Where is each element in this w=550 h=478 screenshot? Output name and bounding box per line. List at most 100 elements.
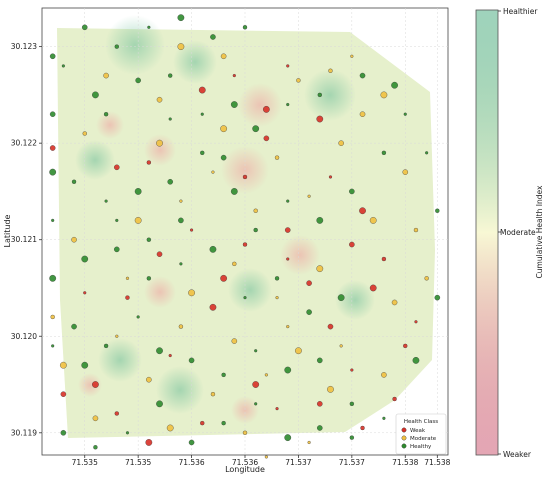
point-healthy bbox=[391, 81, 398, 89]
point-weak bbox=[275, 407, 279, 411]
point-healthy bbox=[177, 14, 185, 22]
point-weak bbox=[114, 411, 119, 416]
point-moderate bbox=[295, 347, 302, 355]
point-healthy bbox=[284, 366, 292, 374]
point-healthy bbox=[49, 274, 57, 282]
point-weak bbox=[220, 274, 228, 282]
x-tick-label: 71.536 bbox=[232, 458, 258, 467]
point-weak bbox=[369, 284, 377, 292]
x-tick-label: 71.535 bbox=[125, 458, 151, 467]
point-moderate bbox=[286, 325, 290, 329]
point-weak bbox=[146, 160, 152, 165]
point-moderate bbox=[188, 289, 195, 297]
point-healthy bbox=[317, 357, 323, 364]
surface-blob-green bbox=[173, 40, 217, 84]
surface-blob-green bbox=[75, 140, 115, 180]
surface-blob-red bbox=[144, 134, 176, 166]
colorbar-gradient bbox=[475, 9, 499, 456]
y-tick-label: 30.122 bbox=[11, 139, 37, 148]
point-healthy bbox=[317, 425, 323, 431]
legend-marker-moderate bbox=[401, 435, 407, 441]
legend-label-healthy: Healthy bbox=[410, 444, 432, 450]
point-healthy bbox=[61, 64, 65, 68]
point-weak bbox=[125, 295, 130, 300]
y-tick-label: 30.121 bbox=[11, 235, 37, 244]
point-moderate bbox=[242, 430, 248, 435]
point-moderate bbox=[307, 194, 311, 198]
point-healthy bbox=[146, 237, 152, 242]
point-healthy bbox=[220, 154, 227, 161]
point-healthy bbox=[49, 168, 57, 176]
point-moderate bbox=[156, 139, 163, 147]
point-healthy bbox=[81, 255, 89, 263]
legend-label-weak: Weak bbox=[410, 428, 426, 434]
point-healthy bbox=[412, 357, 420, 364]
point-healthy bbox=[51, 344, 55, 348]
point-healthy bbox=[243, 296, 247, 300]
point-weak bbox=[242, 242, 248, 247]
point-weak bbox=[360, 425, 365, 431]
point-healthy bbox=[134, 188, 142, 195]
point-weak bbox=[392, 396, 397, 402]
point-healthy bbox=[49, 111, 56, 117]
point-healthy bbox=[435, 208, 440, 213]
legend-marker-healthy bbox=[401, 443, 407, 449]
y-tick-label: 30.119 bbox=[11, 428, 37, 437]
y-tick-label: 30.123 bbox=[11, 42, 37, 51]
point-moderate bbox=[178, 324, 184, 329]
point-moderate bbox=[327, 385, 334, 393]
point-healthy bbox=[381, 150, 387, 155]
point-moderate bbox=[103, 72, 109, 79]
x-tick-label: 71.538 bbox=[392, 458, 418, 467]
point-healthy bbox=[425, 151, 429, 155]
point-healthy bbox=[200, 112, 204, 116]
legend-label-moderate: Moderate bbox=[410, 436, 437, 442]
point-healthy bbox=[156, 400, 163, 408]
point-healthy bbox=[135, 77, 141, 84]
point-healthy bbox=[274, 276, 280, 281]
surface-blob-green bbox=[335, 280, 375, 320]
x-axis-label: Longitude bbox=[225, 465, 265, 474]
point-moderate bbox=[232, 261, 237, 267]
point-moderate bbox=[316, 265, 324, 273]
point-moderate bbox=[156, 96, 163, 103]
point-healthy bbox=[221, 372, 226, 378]
x-tick-label: 71.537 bbox=[285, 458, 311, 467]
x-axis: 71.535 71.535 71.536 71.536 71.537 71.537 71.5… bbox=[72, 455, 451, 467]
point-healthy bbox=[60, 430, 67, 436]
series-weak bbox=[49, 64, 418, 446]
point-moderate bbox=[369, 217, 377, 224]
point-weak bbox=[252, 381, 260, 388]
point-healthy bbox=[252, 125, 260, 133]
point-moderate bbox=[220, 125, 228, 133]
point-healthy bbox=[103, 112, 109, 117]
surface-blob-green bbox=[105, 15, 165, 75]
point-healthy bbox=[286, 102, 290, 107]
point-healthy bbox=[337, 294, 345, 302]
point-weak bbox=[114, 164, 120, 171]
point-moderate bbox=[338, 140, 344, 146]
point-healthy bbox=[210, 34, 216, 40]
point-healthy bbox=[104, 199, 108, 203]
point-moderate bbox=[381, 372, 387, 378]
point-moderate bbox=[82, 131, 87, 136]
point-healthy bbox=[230, 188, 238, 195]
point-healthy bbox=[114, 44, 119, 49]
point-moderate bbox=[307, 440, 311, 445]
point-healthy bbox=[168, 73, 173, 78]
point-healthy bbox=[284, 434, 292, 441]
x-tick-label: 71.535 bbox=[72, 458, 98, 467]
point-moderate bbox=[296, 78, 301, 83]
series-moderate bbox=[50, 43, 429, 459]
surface-blob-red bbox=[96, 111, 124, 139]
surface-blob-red bbox=[238, 83, 282, 127]
point-weak bbox=[327, 323, 334, 330]
point-weak bbox=[262, 105, 270, 113]
point-moderate bbox=[275, 296, 279, 300]
point-weak bbox=[403, 343, 408, 349]
point-moderate bbox=[220, 53, 227, 60]
point-weak bbox=[349, 241, 355, 248]
point-moderate bbox=[350, 54, 354, 58]
point-moderate bbox=[264, 373, 268, 377]
point-healthy bbox=[103, 343, 109, 349]
